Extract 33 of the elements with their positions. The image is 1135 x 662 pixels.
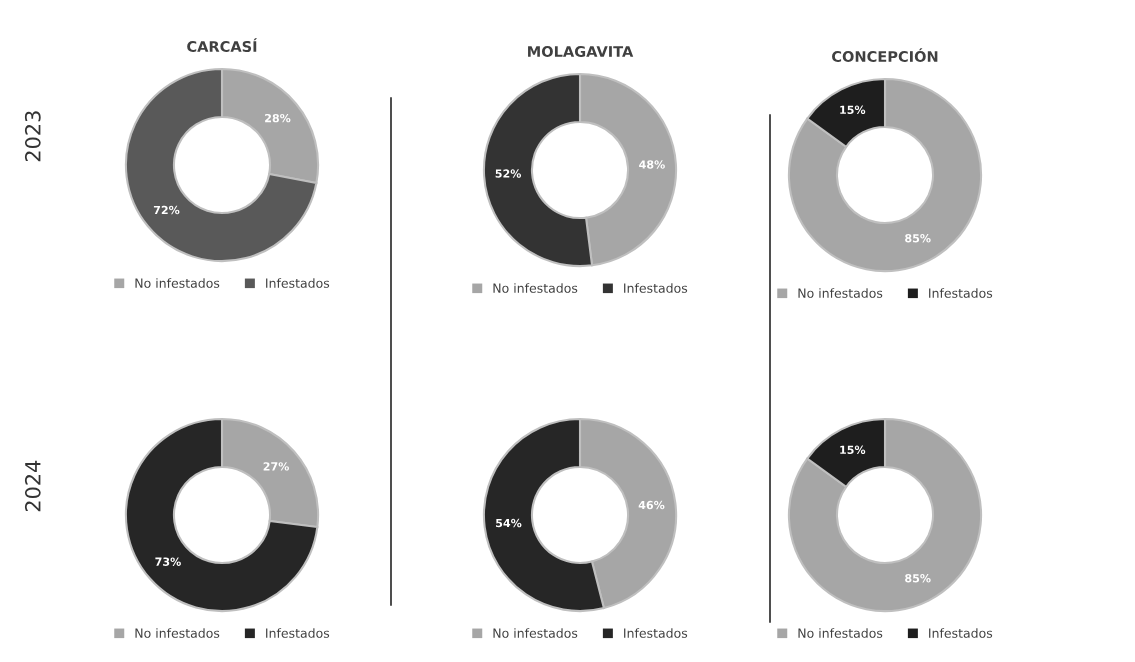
- donut-slice: [124, 417, 319, 613]
- data-label: 27%: [263, 462, 289, 471]
- data-label: 54%: [496, 518, 522, 528]
- legend-label: Infestados: [929, 288, 993, 298]
- donut-slice: [787, 417, 983, 613]
- data-label: 85%: [905, 234, 931, 243]
- legend-label: No infestados: [135, 628, 220, 638]
- donut-slice: [787, 77, 983, 273]
- legend-label: No infestados: [493, 628, 578, 638]
- data-label: 73%: [155, 557, 181, 566]
- data-label: 15%: [840, 105, 866, 115]
- data-label: 52%: [495, 169, 522, 178]
- legend-label: Infestados: [624, 628, 688, 638]
- chart-title: MOLAGAVITA: [528, 45, 634, 58]
- chart-title: CARCASÍ: [187, 38, 258, 53]
- legend-label: No infestados: [798, 288, 883, 298]
- legend-label: Infestados: [266, 278, 330, 288]
- text: 2023: [24, 111, 41, 162]
- data-label: 72%: [153, 205, 180, 215]
- legend-label: No infestados: [135, 278, 220, 288]
- chart-title: CONCEPCIÓN: [832, 48, 938, 63]
- legend-label: No infestados: [493, 283, 578, 293]
- data-label: 46%: [638, 500, 665, 510]
- data-label: 85%: [905, 574, 931, 583]
- donut-slice: [124, 67, 318, 263]
- data-label: 48%: [639, 160, 665, 169]
- data-label: 28%: [265, 113, 291, 123]
- data-label: 15%: [840, 445, 866, 455]
- legend-label: Infestados: [624, 283, 688, 293]
- text: 2024: [24, 460, 41, 512]
- legend-label: No infestados: [798, 628, 883, 638]
- legend-label: Infestados: [266, 628, 330, 638]
- legend-label: Infestados: [929, 628, 993, 638]
